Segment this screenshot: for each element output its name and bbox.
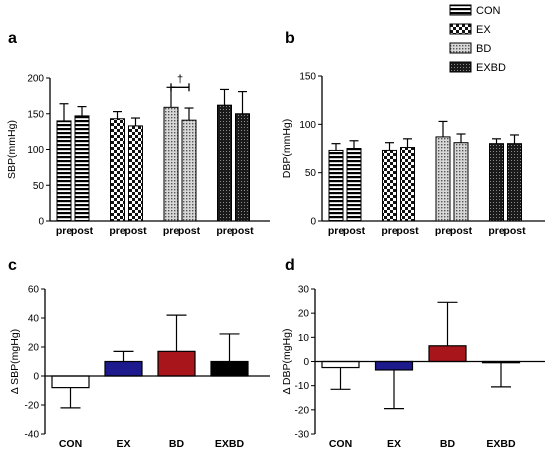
x-tick-label: pre	[381, 225, 398, 237]
y-tick-label: 150	[299, 72, 316, 83]
significance-marker: †	[177, 73, 183, 85]
legend-swatch-ex	[449, 23, 472, 35]
legend-label-exbd: EXBD	[476, 62, 506, 74]
bar-con-pre	[328, 149, 344, 222]
x-tick-label: post	[343, 225, 366, 237]
bar-exbd-post	[235, 113, 250, 222]
y-tick-label: 100	[299, 120, 316, 131]
bar-con-post	[346, 148, 362, 222]
y-axis-label: Δ SBP(mgHg)	[9, 329, 21, 394]
x-tick-label: post	[71, 225, 94, 237]
y-tick-label: 10	[298, 333, 310, 344]
x-tick-label: pre	[328, 225, 345, 237]
x-tick-label: EX	[116, 438, 130, 450]
y-tick-label: 0	[33, 372, 39, 383]
bar-ex-post	[128, 125, 143, 222]
bar-ex	[374, 360, 414, 371]
y-tick-label: -30	[295, 430, 310, 441]
y-axis-label: DBP(mmHg)	[281, 119, 293, 179]
bar-exbd	[210, 360, 249, 377]
bar-con	[321, 360, 360, 369]
bar-ex-pre	[110, 118, 125, 222]
bar-con-pre	[56, 120, 72, 222]
bar-bd-pre	[163, 106, 179, 222]
legend-label-con: CON	[476, 5, 501, 17]
x-tick-label: pre	[109, 225, 126, 237]
y-tick-label: -20	[25, 401, 40, 412]
bar-con	[51, 375, 90, 389]
y-tick-label: 20	[298, 309, 310, 320]
bar-exbd-pre	[217, 104, 232, 222]
legend-swatch-bd	[449, 42, 472, 54]
y-tick-label: 150	[27, 109, 44, 120]
x-tick-label: EX	[387, 438, 401, 450]
bar-bd-post	[181, 119, 197, 222]
x-tick-label: pre	[216, 225, 233, 237]
x-tick-label: CON	[59, 438, 82, 450]
y-axis-label: Δ DBP(mgHg)	[281, 329, 293, 395]
x-tick-label: post	[124, 225, 147, 237]
x-tick-label: post	[396, 225, 419, 237]
y-tick-label: 40	[28, 314, 40, 325]
y-tick-label: 50	[305, 168, 317, 179]
x-tick-label: CON	[329, 438, 352, 450]
bar-bd-post	[453, 142, 469, 222]
legend-swatch-exbd	[449, 61, 472, 73]
y-axis-label: SBP(mmHg)	[6, 120, 18, 179]
y-tick-label: 0	[310, 217, 316, 228]
y-tick-label: 60	[28, 285, 40, 296]
y-tick-label: 0	[303, 357, 309, 368]
x-tick-label: pre	[435, 225, 452, 237]
bar-ex-post	[400, 147, 415, 222]
bar-ex-pre	[382, 149, 397, 222]
panel-label-c: c	[8, 257, 17, 274]
x-tick-label: pre	[488, 225, 505, 237]
bar-exbd-pre	[489, 143, 504, 222]
x-tick-label: pre	[163, 225, 180, 237]
y-tick-label: 200	[27, 74, 44, 85]
x-tick-label: BD	[440, 438, 456, 450]
y-tick-label: 100	[27, 145, 44, 156]
y-tick-label: 30	[298, 285, 310, 296]
panel-label-d: d	[285, 257, 295, 274]
y-tick-label: 20	[28, 343, 40, 354]
bar-bd-pre	[435, 136, 451, 222]
y-tick-label: 0	[38, 217, 44, 228]
y-tick-label: -10	[295, 381, 310, 392]
bar-con-post	[74, 115, 90, 222]
bar-exbd-post	[507, 143, 522, 222]
legend-label-ex: EX	[476, 24, 491, 36]
x-tick-label: post	[503, 225, 526, 237]
y-tick-label: -20	[295, 405, 310, 416]
legend-label-bd: BD	[476, 43, 491, 55]
x-tick-label: EXBD	[215, 438, 245, 450]
x-tick-label: BD	[169, 438, 185, 450]
x-tick-label: pre	[56, 225, 73, 237]
bar-bd	[428, 345, 467, 363]
legend-swatch-con	[449, 4, 472, 16]
y-tick-label: -40	[25, 430, 40, 441]
bar-bd	[157, 350, 196, 377]
x-tick-label: EXBD	[486, 438, 516, 450]
x-tick-label: post	[178, 225, 201, 237]
panel-label-a: a	[8, 30, 17, 47]
bar-ex	[104, 360, 143, 377]
x-tick-label: post	[450, 225, 473, 237]
x-tick-label: post	[231, 225, 254, 237]
y-tick-label: 50	[33, 181, 45, 192]
panel-label-b: b	[285, 30, 295, 47]
